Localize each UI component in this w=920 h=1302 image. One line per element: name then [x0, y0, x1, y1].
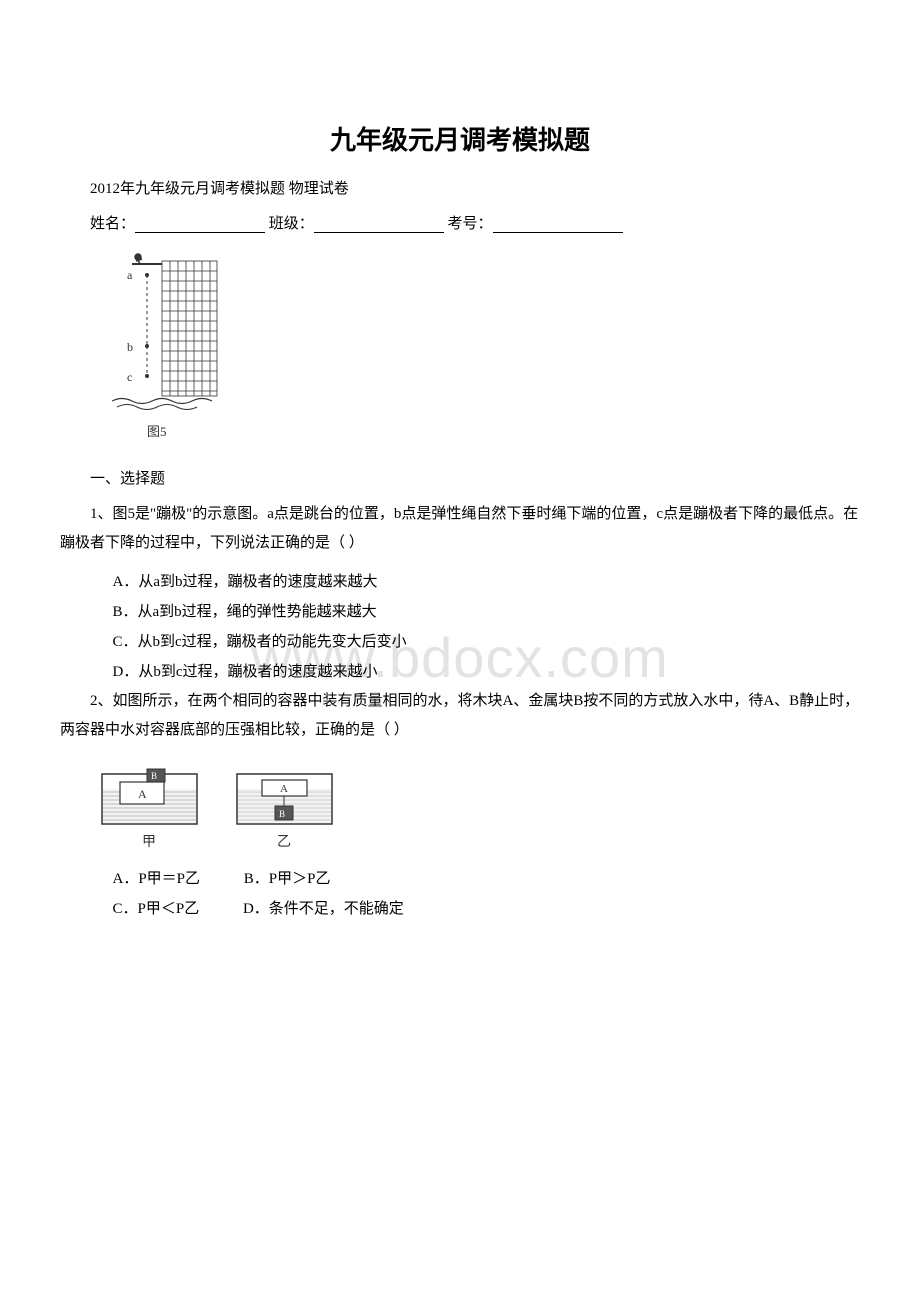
svg-text:图5: 图5	[147, 424, 167, 439]
exam-blank	[493, 215, 623, 233]
svg-text:B: B	[279, 809, 285, 819]
name-label: 姓名：	[90, 216, 135, 232]
exam-label: 考号：	[448, 216, 493, 232]
svg-text:c: c	[127, 370, 132, 384]
svg-text:b: b	[127, 340, 133, 354]
question-2-option-c: C．P甲＜P乙	[113, 894, 200, 924]
question-1-option-a: A．从a到b过程，蹦极者的速度越来越大	[113, 567, 861, 597]
figure-bungee: a b c 图5	[92, 251, 222, 446]
question-2-stem: 2、如图所示，在两个相同的容器中装有质量相同的水，将木块A、金属块B按不同的方式…	[60, 687, 860, 744]
svg-text:a: a	[127, 268, 133, 282]
svg-text:A: A	[280, 783, 288, 795]
question-2-options-row2: C．P甲＜P乙 D．条件不足，不能确定	[113, 894, 861, 924]
question-2-option-a: A．P甲＝P乙	[113, 864, 201, 894]
svg-text:A: A	[138, 787, 147, 801]
figure-vessel-jia: A B 甲	[92, 754, 207, 854]
section-1-heading: 一、选择题	[60, 467, 860, 488]
name-blank	[135, 215, 265, 233]
figure-vessels-pair: A B 甲 A B	[92, 754, 860, 854]
question-1-option-c: C．从b到c过程，蹦极者的动能先变大后变小	[113, 627, 861, 657]
question-1-option-d: D．从b到c过程，蹦极者的速度越来越小	[113, 657, 861, 687]
document-title: 九年级元月调考模拟题	[60, 120, 860, 157]
svg-text:B: B	[151, 771, 157, 781]
document-content: 九年级元月调考模拟题 2012年九年级元月调考模拟题 物理试卷 姓名： 班级： …	[60, 120, 860, 924]
question-2-option-d: D．条件不足，不能确定	[243, 894, 404, 924]
svg-text:甲: 甲	[142, 835, 156, 850]
figure-bungee-container: a b c 图5	[92, 251, 860, 451]
question-1-option-b: B．从a到b过程，绳的弹性势能越来越大	[113, 597, 861, 627]
figure-vessel-yi: A B 乙	[227, 754, 342, 854]
question-2-option-b: B．P甲＞P乙	[244, 864, 331, 894]
document-subtitle: 2012年九年级元月调考模拟题 物理试卷	[60, 177, 860, 198]
svg-text:乙: 乙	[277, 834, 291, 850]
student-info-line: 姓名： 班级： 考号：	[60, 212, 860, 233]
class-label: 班级：	[269, 216, 314, 232]
question-2-options-row1: A．P甲＝P乙 B．P甲＞P乙	[113, 864, 861, 894]
question-1-stem: 1、图5是"蹦极"的示意图。a点是跳台的位置，b点是弹性绳自然下垂时绳下端的位置…	[60, 500, 860, 557]
class-blank	[314, 215, 444, 233]
